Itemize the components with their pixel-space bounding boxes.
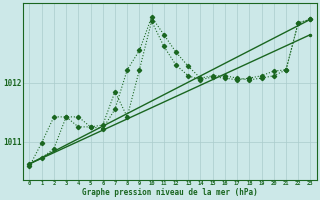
X-axis label: Graphe pression niveau de la mer (hPa): Graphe pression niveau de la mer (hPa) <box>82 188 258 197</box>
